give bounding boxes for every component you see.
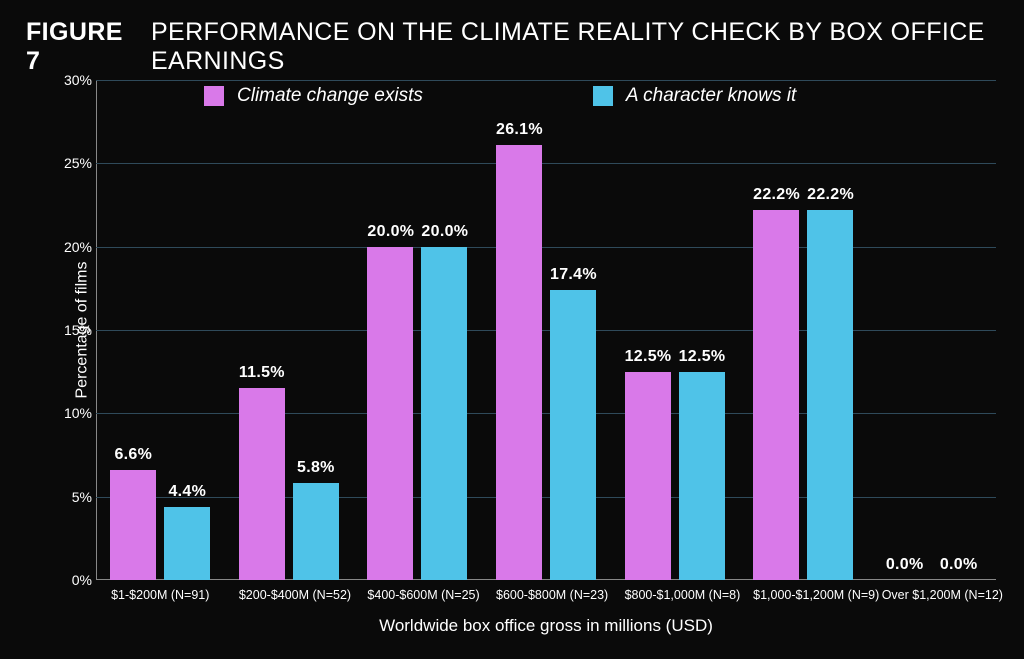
bar-value-label: 20.0% xyxy=(421,223,467,241)
bar-value-label: 5.8% xyxy=(293,459,339,477)
bar-value-label: 0.0% xyxy=(882,556,928,574)
y-axis-tick: 25% xyxy=(52,155,92,171)
legend-item: A character knows it xyxy=(593,85,796,107)
bar-value-label: 22.2% xyxy=(753,186,799,204)
bar-value-label: 11.5% xyxy=(239,364,285,382)
y-axis-tick: 5% xyxy=(52,489,92,505)
gridline xyxy=(96,80,996,81)
figure-title: PERFORMANCE ON THE CLIMATE REALITY CHECK… xyxy=(151,18,998,76)
y-axis-label: Percentage of films xyxy=(73,262,91,399)
x-axis-label: Worldwide box office gross in millions (… xyxy=(96,616,996,636)
category-label: $600-$800M (N=23) xyxy=(496,588,596,602)
gridline xyxy=(96,163,996,164)
bar-value-label: 12.5% xyxy=(625,348,671,366)
bar-value-label: 4.4% xyxy=(164,483,210,501)
title-row: FIGURE 7 PERFORMANCE ON THE CLIMATE REAL… xyxy=(26,18,998,76)
bar-value-label: 0.0% xyxy=(936,556,982,574)
category-label: $1,000-$1,200M (N=9) xyxy=(753,588,853,602)
category-label: Over $1,200M (N=12) xyxy=(882,588,982,602)
y-axis-tick: 30% xyxy=(52,72,92,88)
bar xyxy=(807,210,853,580)
figure-label: FIGURE 7 xyxy=(26,18,129,76)
legend-swatch xyxy=(204,86,224,106)
chart-area: Climate change exists A character knows i… xyxy=(96,80,996,580)
figure-container: FIGURE 7 PERFORMANCE ON THE CLIMATE REAL… xyxy=(0,0,1024,659)
bar xyxy=(625,372,671,580)
bar xyxy=(293,483,339,580)
category-label: $1-$200M (N=91) xyxy=(110,588,210,602)
legend-item: Climate change exists xyxy=(204,85,423,107)
gridline xyxy=(96,497,996,498)
bar xyxy=(367,247,413,580)
y-axis-tick: 0% xyxy=(52,572,92,588)
x-axis-line xyxy=(96,579,996,580)
bar xyxy=(421,247,467,580)
legend-label: A character knows it xyxy=(626,85,796,107)
bar xyxy=(239,388,285,580)
bar xyxy=(679,372,725,580)
bar-value-label: 22.2% xyxy=(807,186,853,204)
category-label: $800-$1,000M (N=8) xyxy=(625,588,725,602)
legend-swatch xyxy=(593,86,613,106)
bar-value-label: 6.6% xyxy=(110,446,156,464)
bar xyxy=(164,507,210,580)
bar-value-label: 12.5% xyxy=(679,348,725,366)
legend: Climate change exists A character knows i… xyxy=(204,85,796,107)
y-axis-tick: 20% xyxy=(52,239,92,255)
bar xyxy=(753,210,799,580)
category-label: $200-$400M (N=52) xyxy=(239,588,339,602)
plot-area: 0%5%10%15%20%25%30%$1-$200M (N=91)6.6%4.… xyxy=(96,80,996,580)
bar-value-label: 17.4% xyxy=(550,266,596,284)
bar xyxy=(496,145,542,580)
y-axis-tick: 10% xyxy=(52,405,92,421)
legend-label: Climate change exists xyxy=(237,85,423,107)
gridline xyxy=(96,247,996,248)
bar xyxy=(110,470,156,580)
gridline xyxy=(96,330,996,331)
bar-value-label: 20.0% xyxy=(367,223,413,241)
bar-value-label: 26.1% xyxy=(496,121,542,139)
bar xyxy=(550,290,596,580)
gridline xyxy=(96,413,996,414)
category-label: $400-$600M (N=25) xyxy=(367,588,467,602)
